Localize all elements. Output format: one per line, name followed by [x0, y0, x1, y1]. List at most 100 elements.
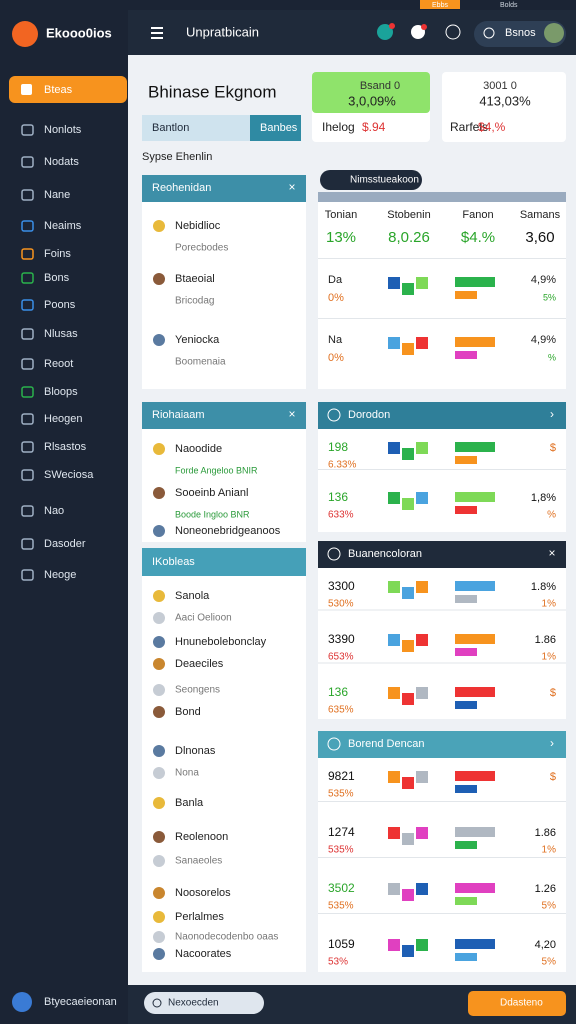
avatar	[153, 636, 165, 648]
strip-label: Bolds	[500, 2, 518, 9]
menu-icon	[151, 32, 163, 34]
panel-header	[318, 541, 566, 568]
tab-label[interactable]: Banbes	[260, 122, 298, 134]
avatar	[153, 273, 165, 285]
tab-label[interactable]: Bantlon	[152, 122, 189, 134]
nav-item[interactable]: Rlsastos	[44, 441, 87, 453]
mini-chart	[402, 640, 414, 652]
nav-item[interactable]: Nlusas	[44, 328, 78, 340]
list-item: Naonodecodenbo oaas	[175, 932, 278, 943]
row-pct: 0%	[328, 352, 344, 364]
mini-chart	[455, 701, 477, 709]
avatar	[153, 855, 165, 867]
panel-header	[142, 175, 306, 202]
nav-icon	[21, 84, 32, 95]
search-text[interactable]: Bsnos	[505, 27, 536, 39]
nav-item[interactable]: Nao	[44, 505, 64, 517]
nav-icon	[21, 358, 34, 370]
list-item: Deaeciles	[175, 658, 224, 670]
avatar	[153, 487, 165, 499]
nav-icon	[21, 328, 34, 340]
mini-chart	[455, 897, 477, 905]
search-icon	[483, 27, 495, 39]
mini-chart	[388, 581, 400, 593]
stat-note: Ihelog	[322, 120, 355, 134]
close-icon[interactable]: ×	[288, 180, 295, 194]
avatar	[153, 443, 165, 455]
column-label: Fanon	[462, 209, 493, 221]
item-name: Naoodide	[175, 443, 222, 455]
nav-item[interactable]: Dasoder	[44, 538, 86, 550]
column-label: Stobenin	[387, 209, 430, 221]
stat-label: Bsand 0	[360, 80, 400, 92]
bottom-search[interactable]	[144, 992, 264, 1014]
avatar	[153, 612, 165, 624]
panel-action[interactable]: ›	[550, 736, 554, 750]
nav-item[interactable]: Heogen	[44, 413, 83, 425]
item-sub: Forde Angeloo BNIR	[175, 465, 258, 475]
nav-item[interactable]: Bons	[44, 272, 70, 284]
divider	[318, 801, 566, 802]
notify-icon	[377, 24, 393, 40]
list-item: Dlnonas	[175, 745, 216, 757]
mini-chart	[416, 277, 428, 289]
list-item: Bond	[175, 706, 201, 718]
nav-item[interactable]: Bteas	[44, 84, 73, 96]
search[interactable]	[474, 21, 566, 47]
mini-chart	[388, 771, 400, 783]
bottom-button[interactable]	[468, 991, 566, 1016]
mini-chart	[455, 442, 495, 452]
stat-value: 3,0,09%	[348, 93, 396, 108]
mini-chart	[455, 291, 477, 299]
mini-chart	[416, 687, 428, 699]
nav-icon	[21, 220, 34, 232]
menu-icon	[151, 27, 163, 29]
nav-item[interactable]: Nonlots	[44, 124, 82, 136]
nav-icon	[21, 299, 34, 311]
close-icon[interactable]: ×	[288, 407, 295, 421]
nav-active[interactable]	[9, 76, 127, 103]
mini-chart	[388, 492, 400, 504]
row-value: 9821	[328, 769, 355, 783]
mini-chart	[455, 827, 495, 837]
avatar	[153, 948, 165, 960]
stat-card	[442, 72, 566, 142]
mini-chart	[416, 442, 428, 454]
avatar	[153, 911, 165, 923]
row-end: 1,8%	[531, 492, 556, 504]
mini-chart	[388, 883, 400, 895]
nav-item[interactable]: SWeciosa	[44, 469, 94, 481]
panel-action[interactable]: ›	[550, 407, 554, 421]
item-sub: Boomenaia	[175, 357, 226, 368]
avatar	[153, 931, 165, 943]
mini-chart	[455, 771, 495, 781]
mini-chart	[388, 634, 400, 646]
stat-note-value: $4,%	[478, 120, 506, 134]
row-value: 136	[328, 685, 348, 699]
panel-header	[318, 402, 566, 429]
bottom-search-text[interactable]: Nexoecden	[168, 998, 219, 1009]
nav-item[interactable]: Reoot	[44, 358, 73, 370]
list-item: Aaci Oelioon	[175, 613, 232, 624]
tab[interactable]	[142, 115, 250, 141]
panel-title: Reohenidan	[152, 182, 211, 194]
nav-item[interactable]: Nodats	[44, 156, 79, 168]
item-name: Noneonebridgeanoos	[175, 525, 281, 537]
mini-chart	[455, 456, 477, 464]
item-sub: Bricodag	[175, 296, 214, 307]
panel-action[interactable]: ×	[548, 546, 555, 560]
row-value: 198	[328, 440, 348, 454]
nav-item[interactable]: Poons	[44, 299, 76, 311]
nav-item[interactable]: Nane	[44, 189, 70, 201]
avatar	[153, 525, 165, 537]
divider	[318, 469, 566, 470]
nav-item[interactable]: Bloops	[44, 386, 78, 398]
panel-icon	[327, 547, 341, 561]
nav-item[interactable]: Neaims	[44, 220, 82, 232]
panel-title: Riohaiaam	[152, 409, 205, 421]
nav-item[interactable]: Neoge	[44, 569, 76, 581]
tab[interactable]	[250, 115, 301, 141]
panel-title: Buanencoloran	[348, 548, 422, 560]
nav-item[interactable]: Foins	[44, 248, 71, 260]
bottom-button-label[interactable]: Ddasteno	[500, 998, 543, 1009]
